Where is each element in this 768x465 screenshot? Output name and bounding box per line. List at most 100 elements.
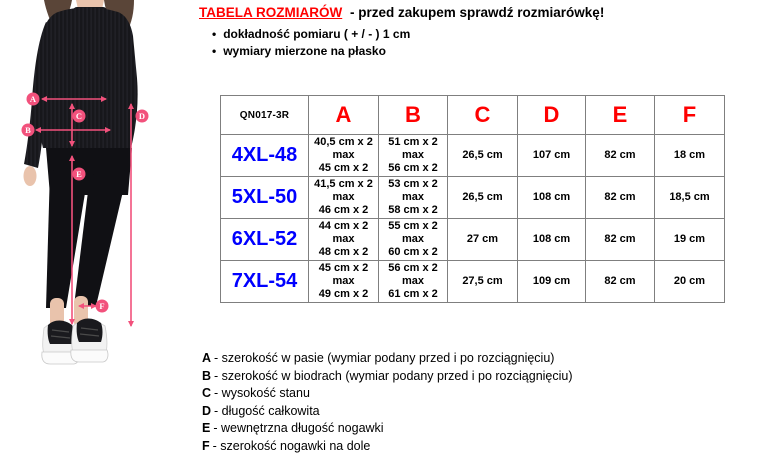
cell-b: 53 cm x 2 max 58 cm x 2	[378, 176, 448, 219]
legend-key: B	[202, 368, 212, 383]
note-text: dokładność pomiaru ( + / - ) 1 cm	[223, 27, 411, 41]
column-header-a: A	[308, 95, 379, 135]
cell-d: 108 cm	[517, 176, 586, 219]
cell-d: 109 cm	[517, 260, 586, 303]
legend-item: B- szerokość w biodrach (wymiar podany p…	[202, 369, 573, 383]
cell-e: 82 cm	[585, 260, 655, 303]
cell-line: max	[401, 233, 425, 245]
model-silhouette	[23, 0, 138, 365]
model-photo: A B C D E	[0, 0, 190, 460]
legend-key: E	[202, 421, 211, 436]
cell-a: 45 cm x 2 max 49 cm x 2	[308, 260, 379, 303]
legend-key: D	[202, 403, 212, 418]
note-text: wymiary mierzone na płasko	[223, 44, 386, 58]
notes-list: • dokładność pomiaru ( + / - ) 1 cm • wymi…	[199, 27, 604, 58]
cell-e: 82 cm	[585, 176, 655, 219]
legend-key: F	[202, 438, 210, 453]
legend-desc: - szerokość nogawki na dole	[212, 438, 371, 453]
note-item: • wymiary mierzone na płasko	[212, 44, 604, 58]
cell-line: 49 cm x 2	[318, 288, 369, 300]
legend-desc: - szerokość w pasie (wymiar podany przed…	[214, 351, 555, 365]
bullet-icon: •	[212, 27, 217, 41]
cell-line: 48 cm x 2	[318, 246, 369, 258]
badge-letter-b: B	[25, 125, 31, 135]
cell-f: 19 cm	[654, 218, 725, 261]
cell-line: 51 cm x 2	[388, 136, 438, 148]
cell-f: 18 cm	[654, 134, 725, 177]
cell-b: 55 cm x 2 max 60 cm x 2	[378, 218, 448, 261]
cell-line: 60 cm x 2	[388, 246, 438, 258]
column-header-c: C	[447, 95, 518, 135]
cell-line: 44 cm x 2	[318, 220, 369, 232]
title-highlight: TABELA ROZMIARÓW	[199, 5, 343, 20]
table-header-row: QN017-3R A B C D E F	[220, 95, 725, 135]
measure-badge-a: A	[26, 92, 40, 106]
size-label: 5XL-50	[220, 176, 309, 219]
leg-left	[46, 170, 88, 308]
legend-item: A- szerokość w pasie (wymiar podany prze…	[202, 351, 573, 365]
measure-badge-b: B	[21, 123, 35, 137]
cell-line: max	[332, 233, 355, 245]
cell-line: 56 cm x 2	[388, 162, 438, 174]
cell-line: 61 cm x 2	[388, 288, 438, 300]
measurement-arrows	[35, 96, 134, 327]
cell-c: 26,5 cm	[447, 176, 518, 219]
hand-left	[23, 166, 37, 186]
legend-desc: - długość całkowita	[214, 403, 320, 418]
legend-key: C	[202, 386, 212, 401]
sneaker-right	[70, 317, 109, 363]
badge-letter-a: A	[30, 94, 37, 104]
cell-line: 40,5 cm x 2	[314, 136, 373, 148]
cell-line: 55 cm x 2	[388, 220, 438, 232]
cell-d: 107 cm	[517, 134, 586, 177]
table-row: 6XL-52 44 cm x 2 max 48 cm x 2 55 cm x 2…	[220, 218, 725, 261]
leg-right	[74, 170, 128, 306]
badge-letter-e: E	[76, 169, 82, 179]
cell-line: 53 cm x 2	[388, 178, 438, 190]
legend-item: C- wysokość stanu	[202, 386, 573, 400]
cell-line: 45 cm x 2	[318, 162, 369, 174]
cell-a: 40,5 cm x 2 max 45 cm x 2	[308, 134, 379, 177]
legend-desc: - wysokość stanu	[214, 386, 310, 401]
measure-badge-e: E	[72, 167, 86, 181]
legend-desc: - wewnętrzna długość nogawki	[213, 421, 384, 436]
cell-a: 44 cm x 2 max 48 cm x 2	[308, 218, 379, 261]
legend-desc: - szerokość w biodrach (wymiar podany pr…	[214, 368, 573, 383]
cell-b: 56 cm x 2 max 61 cm x 2	[378, 260, 448, 303]
cell-e: 82 cm	[585, 218, 655, 261]
header: TABELA ROZMIARÓW - przed zakupem sprawdź…	[199, 5, 604, 61]
cell-f: 18,5 cm	[654, 176, 725, 219]
page-title: TABELA ROZMIARÓW - przed zakupem sprawdź…	[199, 5, 604, 20]
size-label: 6XL-52	[220, 218, 309, 261]
cell-line: max	[401, 275, 425, 287]
measurement-legend: A- szerokość w pasie (wymiar podany prze…	[202, 351, 573, 457]
cell-b: 51 cm x 2 max 56 cm x 2	[378, 134, 448, 177]
column-header-f: F	[654, 95, 725, 135]
cell-c: 27 cm	[447, 218, 518, 261]
cell-line: 41,5 cm x 2	[314, 178, 373, 190]
cell-line: max	[401, 149, 425, 161]
cell-line: 56 cm x 2	[388, 262, 438, 274]
legend-item: D- długość całkowita	[202, 404, 573, 418]
sneaker-left	[41, 320, 80, 365]
size-table: QN017-3R A B C D E F 4XL-48 40,5 cm x 2 …	[220, 95, 725, 303]
column-header-e: E	[585, 95, 655, 135]
product-code: QN017-3R	[220, 95, 309, 135]
badge-letter-d: D	[139, 111, 145, 121]
bullet-icon: •	[212, 44, 217, 58]
table-row: 4XL-48 40,5 cm x 2 max 45 cm x 2 51 cm x…	[220, 134, 725, 177]
cell-line: 45 cm x 2	[318, 262, 369, 274]
note-item: • dokładność pomiaru ( + / - ) 1 cm	[212, 27, 604, 41]
legend-item: F- szerokość nogawki na dole	[202, 439, 573, 453]
cell-line: 46 cm x 2	[318, 204, 369, 216]
badge-letter-f: F	[99, 301, 104, 311]
table-row: 5XL-50 41,5 cm x 2 max 46 cm x 2 53 cm x…	[220, 176, 725, 219]
measure-badges: A B C D E	[21, 92, 149, 313]
cell-c: 27,5 cm	[447, 260, 518, 303]
cell-line: max	[332, 149, 355, 161]
column-header-d: D	[517, 95, 586, 135]
size-label: 4XL-48	[220, 134, 309, 177]
cell-d: 108 cm	[517, 218, 586, 261]
legend-key: A	[202, 351, 212, 365]
sweater-torso	[36, 7, 138, 148]
